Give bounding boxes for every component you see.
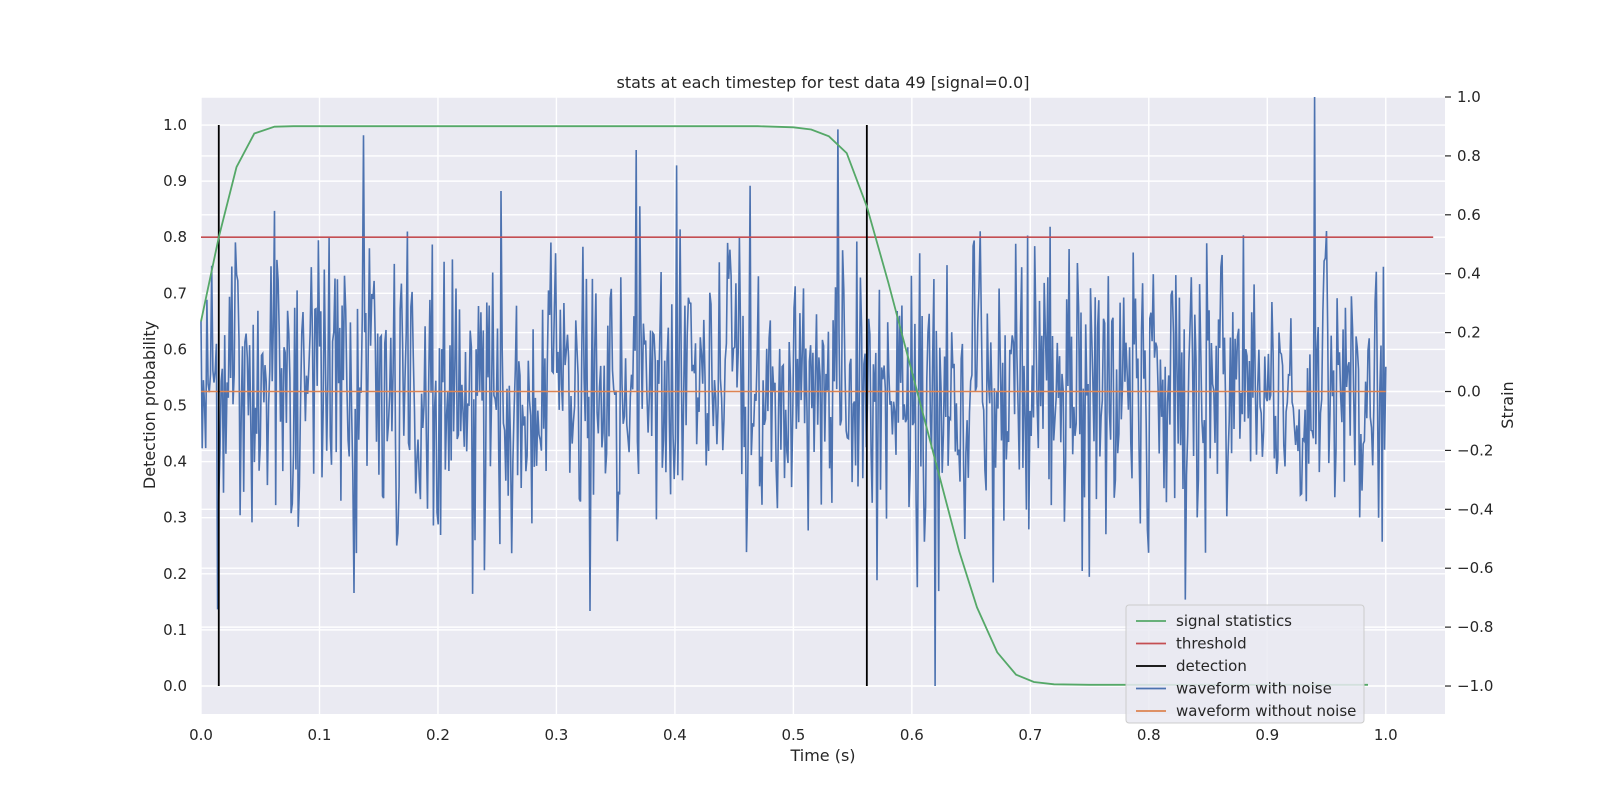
- series-line-waveform-with-noise: [200, 96, 1387, 687]
- y-tick-label: 0.6: [163, 340, 187, 358]
- y-tick-label: 0.9: [163, 172, 187, 190]
- y2-tick-label: −1.0: [1457, 677, 1493, 695]
- y2-tick-label: −0.6: [1457, 559, 1493, 577]
- y-tick-label: 0.8: [163, 228, 187, 246]
- y-tick-label: 0.4: [163, 453, 187, 471]
- legend-box: [1125, 604, 1365, 724]
- y2-tick-label: −0.2: [1457, 441, 1493, 459]
- legend: signal statistics threshold detection wavef…: [1125, 604, 1365, 724]
- y-tick-label: 0.2: [163, 565, 187, 583]
- y2-tick-label: −0.8: [1457, 618, 1493, 636]
- legend-label: signal statistics: [1176, 612, 1292, 630]
- x-axis-ticks: 0.0 0.1 0.2 0.3 0.4 0.5 0.6 0.7 0.8 0.9 1.0: [189, 726, 1398, 744]
- legend-label: threshold: [1176, 635, 1247, 653]
- legend-entries: signal statistics threshold detection wavef…: [1136, 612, 1356, 720]
- y2-tick-label: 0.6: [1457, 206, 1481, 224]
- y2-tick-label: 0.0: [1457, 383, 1481, 401]
- y2-tick-label: −0.4: [1457, 500, 1493, 518]
- x-tick-label: 0.9: [1255, 726, 1279, 744]
- y-tick-label: 0.7: [163, 284, 187, 302]
- y2-tick-label: 1.0: [1457, 88, 1481, 106]
- y2-axis-ticks: −1.0 −0.8 −0.6 −0.4 −0.2 0.0 0.2 0.4 0.6 0.8 1.0: [1445, 88, 1493, 695]
- y-tick-label: 0.1: [163, 621, 187, 639]
- y-axis-ticks: 0.0 0.1 0.2 0.3 0.4 0.5 0.6 0.7 0.8 0.9 1.0: [163, 116, 187, 695]
- x-tick-label: 0.0: [189, 726, 213, 744]
- y-tick-label: 0.0: [163, 677, 187, 695]
- y-tick-label: 0.5: [163, 397, 187, 415]
- series-line-signal-statistics: [200, 125, 1368, 686]
- y2-axis-label: Strain: [1498, 381, 1517, 428]
- legend-label: detection: [1176, 657, 1247, 675]
- x-tick-label: 0.3: [544, 726, 568, 744]
- x-axis-label: Time (s): [789, 746, 855, 765]
- y2-tick-label: 0.8: [1457, 147, 1481, 165]
- x-tick-label: 0.8: [1137, 726, 1161, 744]
- chart-title: stats at each timestep for test data 49 …: [617, 73, 1030, 92]
- x-tick-label: 1.0: [1374, 726, 1398, 744]
- y-axis-label: Detection probability: [140, 321, 159, 489]
- x-tick-label: 0.7: [1018, 726, 1042, 744]
- x-tick-label: 0.5: [781, 726, 805, 744]
- y2-tick-label: 0.4: [1457, 265, 1481, 283]
- legend-label: waveform with noise: [1176, 680, 1332, 698]
- legend-label: waveform without noise: [1176, 702, 1356, 720]
- x-tick-label: 0.4: [663, 726, 687, 744]
- x-tick-label: 0.1: [308, 726, 332, 744]
- y2-tick-label: 0.2: [1457, 324, 1481, 342]
- x-tick-label: 0.2: [426, 726, 450, 744]
- y-tick-label: 1.0: [163, 116, 187, 134]
- y-tick-label: 0.3: [163, 509, 187, 527]
- x-tick-label: 0.6: [900, 726, 924, 744]
- series-layer: [200, 96, 1434, 687]
